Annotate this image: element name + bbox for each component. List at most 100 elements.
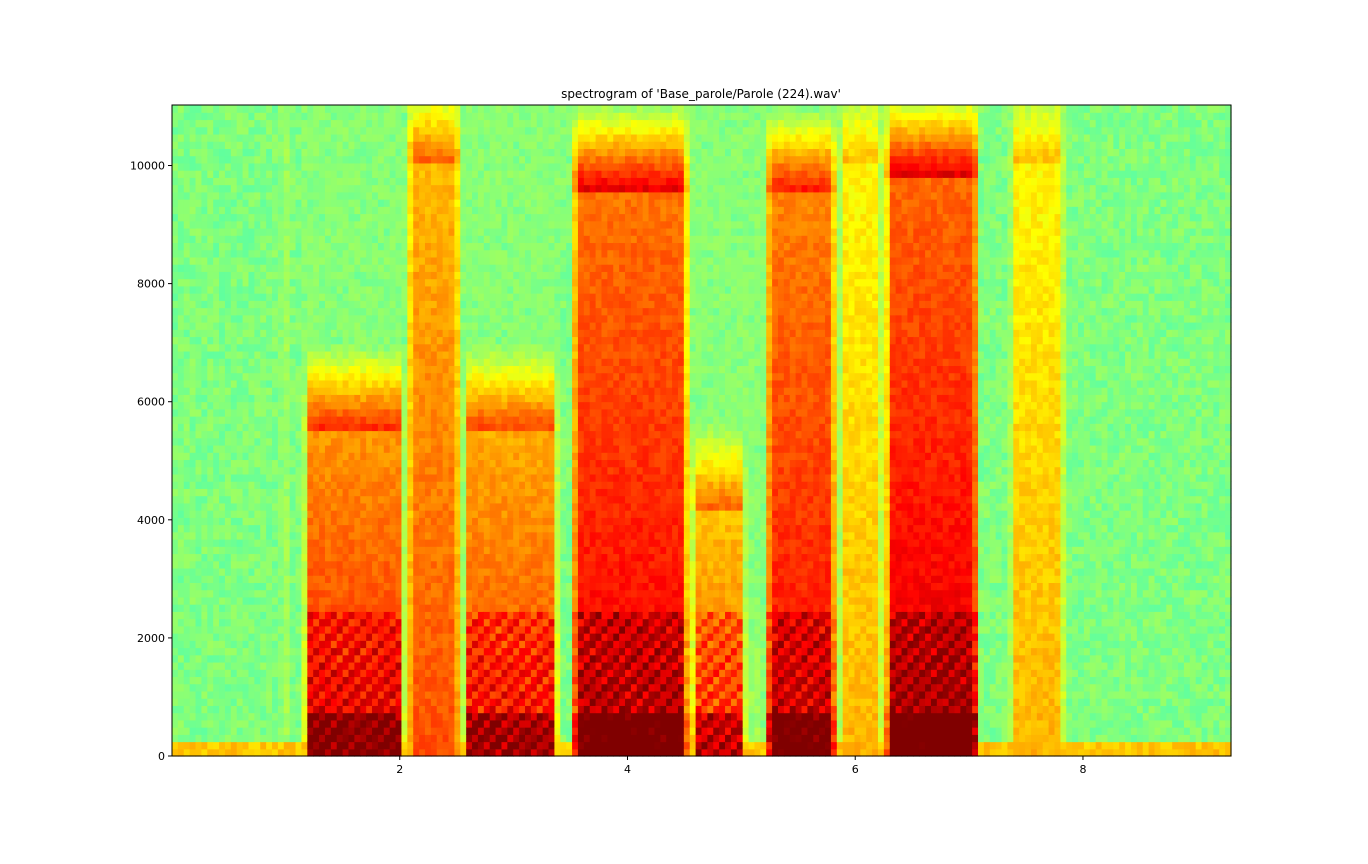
spectrogram-cell bbox=[389, 734, 397, 743]
spectrogram-cell bbox=[366, 112, 373, 121]
spectrogram-cell bbox=[448, 567, 455, 576]
spectrogram-cell bbox=[289, 654, 297, 663]
spectrogram-cell bbox=[424, 712, 432, 721]
spectrogram-cell bbox=[483, 365, 491, 374]
spectrogram-cell bbox=[424, 625, 432, 634]
spectrogram-cell bbox=[413, 690, 420, 699]
spectrogram-cell bbox=[207, 336, 214, 345]
spectrogram-cell bbox=[183, 488, 191, 497]
spectrogram-cell bbox=[219, 669, 226, 678]
spectrogram-cell bbox=[213, 712, 220, 721]
spectrogram-cell bbox=[248, 372, 255, 381]
spectrogram-cell bbox=[260, 401, 267, 410]
spectrogram-cell bbox=[389, 712, 397, 721]
spectrogram-cell bbox=[272, 676, 279, 685]
spectrogram-cell bbox=[419, 199, 426, 207]
spectrogram-cell bbox=[389, 596, 397, 605]
spectrogram-cell bbox=[295, 148, 303, 157]
spectrogram-cell bbox=[389, 589, 397, 598]
spectrogram-cell bbox=[377, 264, 385, 272]
spectrogram-cell bbox=[436, 119, 444, 128]
spectrogram-cell bbox=[324, 589, 332, 598]
spectrogram-cell bbox=[424, 350, 432, 359]
spectrogram-cell bbox=[483, 155, 491, 164]
spectrogram-cell bbox=[466, 184, 473, 193]
spectrogram-cell bbox=[266, 213, 273, 222]
spectrogram-cell bbox=[195, 206, 203, 215]
spectrogram-cell bbox=[489, 640, 497, 649]
spectrogram-cell bbox=[242, 416, 250, 424]
spectrogram-cell bbox=[389, 162, 397, 171]
spectrogram-cell bbox=[183, 705, 191, 714]
spectrogram-cell bbox=[224, 495, 232, 504]
spectrogram-cell bbox=[313, 654, 320, 663]
spectrogram-cell bbox=[313, 350, 320, 359]
spectrogram-cell bbox=[448, 640, 455, 649]
spectrogram-cell bbox=[219, 126, 226, 135]
spectrogram-cell bbox=[272, 155, 279, 164]
spectrogram-cell bbox=[195, 611, 203, 620]
spectrogram-cell bbox=[219, 661, 226, 670]
spectrogram-cell bbox=[172, 539, 179, 547]
spectrogram-cell bbox=[483, 517, 491, 526]
spectrogram-cell bbox=[489, 155, 497, 164]
spectrogram-cell bbox=[342, 177, 350, 186]
spectrogram-cell bbox=[401, 322, 408, 330]
spectrogram-cell bbox=[289, 314, 297, 323]
spectrogram-cell bbox=[313, 618, 320, 627]
spectrogram-cell bbox=[301, 517, 308, 526]
spectrogram-cell bbox=[430, 727, 438, 735]
spectrogram-cell bbox=[354, 285, 361, 294]
spectrogram-cell bbox=[472, 105, 479, 113]
spectrogram-cell bbox=[277, 191, 285, 200]
spectrogram-cell bbox=[366, 148, 373, 157]
spectrogram-cell bbox=[324, 199, 332, 207]
spectrogram-cell bbox=[472, 358, 479, 366]
spectrogram-cell bbox=[266, 488, 273, 497]
spectrogram-cell bbox=[313, 734, 320, 743]
spectrogram-cell bbox=[272, 394, 279, 403]
spectrogram-cell bbox=[372, 741, 379, 750]
spectrogram-cell bbox=[395, 589, 403, 598]
spectrogram-cell bbox=[330, 242, 338, 251]
spectrogram-cell bbox=[342, 589, 350, 598]
spectrogram-cell bbox=[183, 358, 191, 366]
spectrogram-cell bbox=[377, 712, 385, 721]
spectrogram-cell bbox=[172, 336, 179, 345]
spectrogram-cell bbox=[277, 126, 285, 135]
spectrogram-cell bbox=[324, 698, 332, 706]
spectrogram-cell bbox=[483, 401, 491, 410]
spectrogram-cell bbox=[360, 155, 367, 164]
spectrogram-cell bbox=[207, 329, 214, 338]
spectrogram-cell bbox=[272, 452, 279, 461]
spectrogram-cell bbox=[242, 199, 250, 207]
spectrogram-cell bbox=[224, 748, 232, 757]
spectrogram-cell bbox=[307, 654, 314, 663]
spectrogram-cell bbox=[395, 683, 403, 692]
spectrogram-cell bbox=[213, 350, 220, 359]
spectrogram-cell bbox=[330, 372, 338, 381]
spectrogram-cell bbox=[489, 206, 497, 215]
spectrogram-cell bbox=[224, 307, 232, 316]
spectrogram-cell bbox=[213, 596, 220, 605]
spectrogram-cell bbox=[260, 611, 267, 620]
spectrogram-cell bbox=[224, 278, 232, 287]
spectrogram-cell bbox=[477, 184, 485, 193]
spectrogram-cell bbox=[324, 423, 332, 432]
spectrogram-cell bbox=[230, 379, 238, 388]
spectrogram-cell bbox=[401, 481, 408, 489]
spectrogram-cell bbox=[372, 683, 379, 692]
spectrogram-cell bbox=[348, 452, 355, 461]
spectrogram-cell bbox=[295, 314, 303, 323]
spectrogram-cell bbox=[248, 408, 255, 417]
spectrogram-cell bbox=[401, 133, 408, 142]
spectrogram-cell bbox=[277, 358, 285, 366]
spectrogram-cell bbox=[177, 539, 185, 547]
spectrogram-cell bbox=[189, 633, 197, 641]
spectrogram-cell bbox=[283, 177, 291, 186]
spectrogram-cell bbox=[260, 437, 267, 446]
spectrogram-cell bbox=[360, 235, 367, 244]
spectrogram-cell bbox=[207, 206, 214, 215]
spectrogram-cell bbox=[189, 705, 197, 714]
spectrogram-cell bbox=[395, 307, 403, 316]
